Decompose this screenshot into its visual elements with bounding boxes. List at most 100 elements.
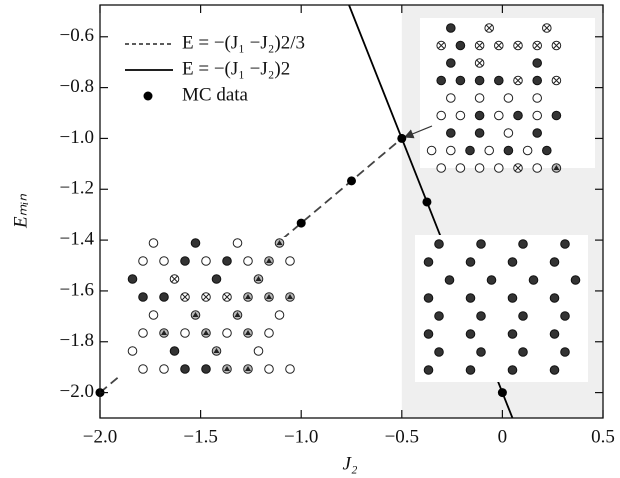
legend-label: E = −(J₁ −J₂)2 bbox=[182, 58, 290, 79]
plot-frame bbox=[99, 4, 604, 419]
site-mark bbox=[161, 330, 167, 335]
site-mark bbox=[476, 59, 483, 67]
site bbox=[253, 346, 264, 356]
site-mark bbox=[203, 330, 209, 335]
site-mark bbox=[266, 258, 272, 263]
site bbox=[243, 256, 253, 266]
site-mark bbox=[245, 366, 251, 371]
site bbox=[474, 93, 485, 103]
inset-panel bbox=[415, 235, 588, 382]
site-mark bbox=[553, 165, 560, 170]
site bbox=[532, 75, 543, 86]
site-mark bbox=[255, 276, 262, 281]
site bbox=[138, 292, 148, 302]
site bbox=[518, 347, 528, 357]
site bbox=[476, 239, 486, 249]
site bbox=[455, 40, 466, 51]
site bbox=[274, 310, 285, 320]
site-mark bbox=[437, 42, 445, 49]
site bbox=[503, 93, 514, 103]
y-tick-label: −0.8 bbox=[60, 76, 94, 97]
site-mark bbox=[553, 77, 560, 84]
site-mark bbox=[553, 42, 560, 49]
site bbox=[560, 347, 570, 357]
site bbox=[222, 328, 232, 338]
y-tick-label: −1.2 bbox=[60, 178, 94, 199]
site bbox=[549, 293, 560, 303]
site bbox=[507, 365, 518, 375]
data-point bbox=[422, 197, 432, 207]
site bbox=[446, 145, 456, 156]
site bbox=[436, 110, 447, 121]
site-mark bbox=[514, 42, 522, 49]
site bbox=[138, 256, 148, 266]
site bbox=[201, 364, 211, 374]
site bbox=[549, 365, 560, 375]
site-mark bbox=[245, 294, 251, 299]
site bbox=[532, 58, 543, 68]
site bbox=[507, 293, 518, 303]
site bbox=[476, 347, 486, 357]
site bbox=[570, 275, 581, 285]
inset-arrow bbox=[403, 125, 433, 139]
site bbox=[190, 238, 201, 248]
site bbox=[148, 310, 159, 320]
site bbox=[484, 145, 495, 156]
site bbox=[518, 239, 528, 249]
site bbox=[127, 274, 138, 284]
site-mark bbox=[224, 366, 230, 371]
site bbox=[551, 110, 562, 121]
y-axis-label: Eₘᵢₙ bbox=[10, 194, 31, 229]
site bbox=[455, 163, 466, 173]
site-mark bbox=[234, 312, 241, 317]
site-mark bbox=[223, 293, 231, 301]
site bbox=[169, 346, 180, 356]
site bbox=[474, 75, 485, 86]
site bbox=[180, 256, 190, 266]
site bbox=[465, 365, 476, 375]
site bbox=[138, 328, 148, 338]
site bbox=[465, 293, 476, 303]
site bbox=[436, 75, 447, 86]
site bbox=[522, 145, 533, 156]
insets bbox=[120, 18, 595, 383]
site bbox=[426, 145, 437, 156]
y-tick-label: −0.6 bbox=[60, 25, 94, 46]
site-mark bbox=[192, 312, 199, 317]
site bbox=[159, 256, 169, 266]
site bbox=[465, 145, 475, 156]
data-point bbox=[347, 176, 356, 186]
site bbox=[264, 328, 274, 338]
site bbox=[549, 329, 560, 339]
site bbox=[201, 256, 211, 266]
site bbox=[513, 110, 523, 121]
legend-label: MC data bbox=[182, 84, 249, 105]
site-mark bbox=[202, 293, 210, 301]
site bbox=[486, 275, 497, 285]
site bbox=[528, 275, 539, 285]
site bbox=[211, 274, 222, 284]
x-tick-label: −0.5 bbox=[385, 426, 419, 447]
site-mark bbox=[514, 164, 522, 172]
site-mark bbox=[213, 348, 220, 353]
x-tick-label: −2.0 bbox=[83, 426, 117, 447]
foreground: −2.0 −1.5 −1.0 −0.5 0 0.5 −2.0 −1.8 −1.6 −1.4 −1.2… bbox=[60, 4, 615, 447]
site bbox=[423, 365, 434, 375]
site bbox=[532, 93, 543, 103]
site bbox=[127, 346, 138, 356]
site bbox=[434, 347, 444, 357]
site bbox=[446, 58, 456, 68]
x-axis-label: J₂ bbox=[342, 453, 357, 474]
site bbox=[518, 311, 528, 321]
site bbox=[285, 364, 295, 374]
site bbox=[446, 93, 456, 103]
site-mark bbox=[514, 77, 522, 84]
y-tick-label: −2.0 bbox=[60, 381, 94, 402]
site bbox=[455, 75, 466, 86]
x-tick-label: 0 bbox=[498, 426, 508, 447]
site bbox=[138, 364, 148, 374]
site bbox=[446, 128, 456, 138]
site bbox=[494, 110, 504, 121]
site bbox=[434, 239, 444, 249]
